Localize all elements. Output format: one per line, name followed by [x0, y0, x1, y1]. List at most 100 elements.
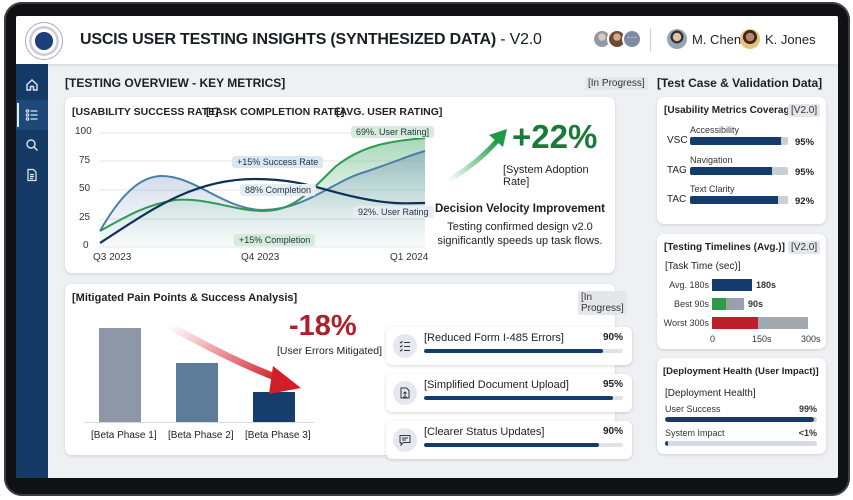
deployment-health-card: [Deployment Health (User Impact)] [Deplo…	[657, 358, 826, 454]
bar-baseline	[84, 422, 314, 423]
coverage-name: Navigation	[690, 155, 733, 165]
usability-coverage-card: [Usability Metrics Coverage] [V2.0] VSC …	[657, 97, 826, 224]
chart-annotation: +15% Success Rate	[232, 156, 324, 168]
coverage-code: TAC	[667, 194, 687, 205]
top-bar: USCIS USER TESTING INSIGHTS (SYNTHESIZED…	[16, 16, 838, 64]
user-name: M. Chen	[692, 31, 742, 47]
testing-timelines-card: [Testing Timelines (Avg.)] [V2.0] [Task …	[657, 234, 826, 349]
status-badge: [In Progress]	[578, 291, 627, 315]
coverage-bar	[690, 167, 788, 175]
pain-point-item[interactable]: [Clearer Status Updates] 90%	[386, 421, 632, 459]
user-name: K. Jones	[765, 31, 816, 47]
coverage-code: VSC	[667, 135, 688, 146]
collaborator-avatars[interactable]: ···	[592, 29, 642, 49]
y-tick: 75	[79, 155, 91, 166]
card-title: [Testing Timelines (Avg.)]	[664, 242, 785, 253]
bar-label: [Beta Phase 1]	[91, 430, 157, 441]
coverage-bar	[690, 137, 788, 145]
velocity-line-1: Testing confirmed design v2.0	[447, 221, 593, 233]
pain-point-item[interactable]: [Reduced Form I-485 Errors] 90%	[386, 327, 632, 365]
pain-point-title: [Reduced Form I-485 Errors]	[424, 332, 564, 344]
chat-message-icon	[393, 428, 417, 452]
sidebar-item-search[interactable]	[16, 130, 48, 160]
avatar	[740, 29, 760, 49]
title-text: USCIS USER TESTING INSIGHTS (SYNTHESIZED…	[80, 31, 497, 48]
chart-annotation: 88% Completion	[240, 184, 317, 196]
document-icon	[27, 168, 37, 182]
y-tick: 25	[79, 212, 91, 223]
divider	[650, 28, 651, 52]
page-title: USCIS USER TESTING INSIGHTS (SYNTHESIZED…	[80, 31, 542, 49]
coverage-value: 95%	[795, 167, 815, 178]
bar-beta-phase-2	[176, 363, 218, 422]
health-bar	[665, 441, 817, 446]
dashboard-screen: USCIS USER TESTING INSIGHTS (SYNTHESIZED…	[16, 16, 838, 478]
health-label: User Success	[665, 404, 721, 414]
section-title-pain-points: [Mitigated Pain Points & Success Analysi…	[72, 292, 298, 304]
trend-down-arrow-icon	[168, 322, 301, 394]
timeline-value: 180s	[756, 280, 777, 290]
section-title-overview: [TESTING OVERVIEW - KEY METRICS]	[65, 76, 286, 90]
axis-tick: 150s	[752, 334, 772, 344]
search-icon	[26, 139, 38, 151]
upload-document-icon	[393, 381, 417, 405]
health-bar	[665, 417, 817, 422]
timeline-value: 90s	[748, 299, 764, 309]
bar-label: [Beta Phase 3]	[245, 430, 311, 441]
bar-label: [Beta Phase 2]	[168, 430, 234, 441]
headline-success-rate: [USABILITY SUCCESS RATE]	[72, 106, 219, 118]
user-m-chen[interactable]: M. Chen	[667, 29, 741, 49]
pain-point-value: 95%	[602, 379, 623, 390]
progress-bar	[424, 396, 623, 400]
headline-completion-rate: [TASK COMPLETION RATE]	[206, 106, 345, 118]
key-metrics-card: [USABILITY SUCCESS RATE] [TASK COMPLETIO…	[65, 97, 615, 273]
sidebar-item-home[interactable]	[16, 70, 48, 100]
y-tick: 50	[79, 183, 91, 194]
card-subtitle: [Deployment Health]	[665, 388, 756, 399]
user-k-jones[interactable]: K. Jones	[740, 29, 816, 49]
card-subtitle: [Task Time (sec)]	[665, 261, 741, 272]
timeline-label: Best 90s	[673, 299, 709, 309]
adoption-value: +22%	[512, 118, 598, 155]
velocity-heading: Decision Velocity Improvement	[434, 203, 605, 215]
coverage-name: Accessibility	[690, 125, 740, 135]
axis-tick: 300s	[801, 334, 821, 344]
line-chart: 100 75 50 25 0 69%. User Rating] +15	[65, 97, 435, 273]
headline-user-rating: [AVG. USER RATING]	[336, 106, 443, 118]
progress-bar	[424, 349, 623, 353]
pain-point-title: [Simplified Document Upload]	[424, 379, 569, 391]
chart-annotation: 92%. User Rating	[353, 206, 434, 218]
velocity-line-2: significantly speeds up task flows.	[437, 235, 603, 247]
version-badge: [V2.0]	[788, 241, 821, 254]
status-badge: [In Progress]	[585, 77, 648, 90]
checklist-icon	[393, 334, 417, 358]
section-title-validation: [Test Case & Validation Data]	[657, 76, 823, 90]
version-badge: [V2.0]	[788, 104, 821, 117]
y-tick: 0	[83, 240, 89, 251]
chart-annotation: +15% Completion	[234, 234, 316, 246]
timeline-label: Avg. 180s	[669, 280, 709, 290]
trend-up-arrow-icon	[445, 129, 507, 184]
errors-mitigated-value: -18%	[289, 310, 357, 342]
dhs-seal-icon	[25, 22, 63, 60]
timeline-bar-avg	[712, 279, 752, 291]
checklist-icon	[25, 109, 38, 121]
errors-mitigated-label: [User Errors Mitigated]	[277, 345, 383, 357]
chart-plot	[99, 132, 426, 248]
coverage-code: TAG	[667, 165, 687, 176]
pain-point-value: 90%	[602, 426, 623, 437]
coverage-bar	[690, 196, 788, 204]
sidebar	[16, 64, 48, 478]
more-users-button[interactable]: ···	[622, 29, 642, 49]
progress-bar	[424, 443, 623, 447]
health-value: 99%	[798, 404, 817, 414]
adoption-label: [System Adoption Rate]	[503, 164, 589, 188]
timeline-bar-worst	[712, 317, 808, 329]
sidebar-item-test-cases[interactable]	[16, 100, 48, 130]
bar-beta-phase-3	[253, 392, 295, 422]
sidebar-item-documents[interactable]	[16, 160, 48, 190]
pain-point-value: 90%	[602, 332, 623, 343]
health-label: System Impact	[665, 428, 725, 438]
pain-point-item[interactable]: [Simplified Document Upload] 95%	[386, 374, 632, 412]
x-tick: Q3 2023	[93, 252, 132, 263]
